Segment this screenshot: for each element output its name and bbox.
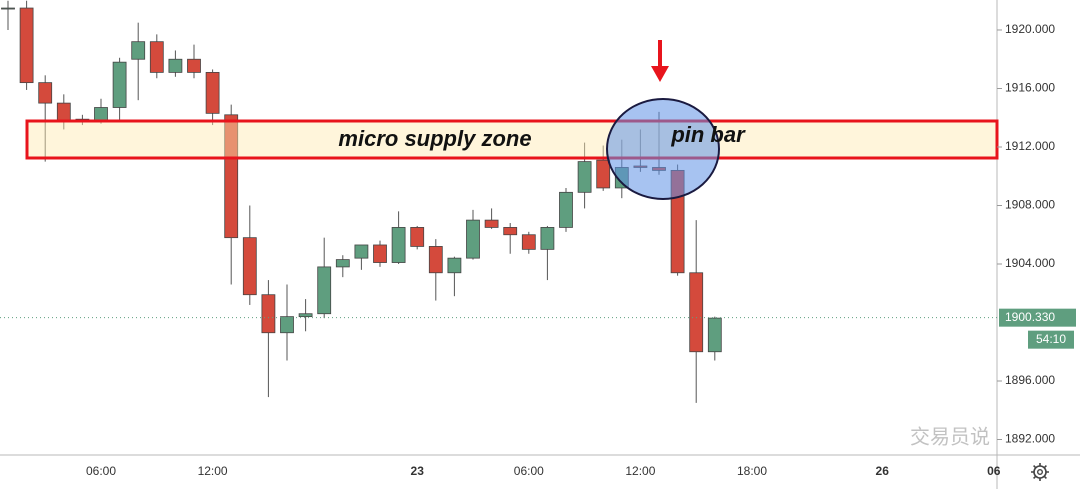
candle-body [94, 107, 108, 122]
watermark: 交易员说 [910, 425, 990, 448]
candle-body [540, 227, 555, 250]
candle-body [224, 114, 239, 239]
x-tick-label: 18:00 [737, 464, 767, 478]
x-tick-label: 06 [987, 464, 1001, 478]
candle-body [577, 161, 592, 193]
candle-body [205, 71, 220, 114]
y-tick-label: 1904.000 [1005, 256, 1055, 270]
candle-body [298, 313, 313, 318]
candle-body [112, 61, 127, 108]
candles [1, 0, 722, 403]
candle-body [428, 246, 443, 274]
candle-body [373, 244, 387, 263]
candle-body [149, 41, 164, 73]
settings-icon[interactable] [1031, 463, 1049, 481]
candle-body [38, 82, 53, 104]
candle-body [466, 219, 480, 259]
x-tick-label: 12:00 [625, 464, 655, 478]
candle-body [280, 316, 294, 334]
x-tick-label: 23 [411, 464, 425, 478]
candle-body [521, 234, 536, 250]
y-tick-label: 1912.000 [1005, 139, 1055, 153]
candle-body [261, 294, 276, 334]
x-tick-label: 12:00 [198, 464, 228, 478]
x-tick-label: 06:00 [514, 464, 544, 478]
last-price-box [999, 308, 1076, 327]
y-tick-label: 1916.000 [1005, 81, 1055, 95]
pin-bar-circle [606, 98, 720, 200]
candle-body [354, 244, 369, 259]
y-tick-label: 1920.000 [1005, 22, 1055, 36]
candle-body [335, 259, 350, 268]
arrow [651, 40, 669, 82]
candle-body [19, 7, 34, 84]
candle-body [1, 7, 15, 10]
candle-body [559, 191, 573, 228]
candle-body [56, 102, 71, 122]
y-tick-label: 1892.000 [1005, 432, 1055, 446]
candle-body [596, 159, 611, 189]
candle-body [131, 41, 146, 60]
candle-body [168, 58, 183, 73]
candle-body [503, 227, 518, 236]
candle-body [317, 266, 332, 315]
candle-body [187, 58, 201, 73]
candle-body [391, 227, 406, 263]
candle-body [689, 272, 704, 353]
zone-label: micro supply zone [338, 126, 531, 151]
supply-zone [25, 119, 999, 160]
y-tick-label: 1908.000 [1005, 198, 1055, 212]
countdown-box [1028, 330, 1074, 349]
candle-body [707, 317, 722, 353]
candle-body [410, 227, 425, 247]
x-tick-label: 26 [876, 464, 890, 478]
last-price-label: 1900.330 [1005, 310, 1055, 324]
x-tick-label: 06:00 [86, 464, 116, 478]
candle-body [447, 257, 462, 274]
pin-bar-label: pin bar [670, 122, 746, 147]
y-tick-label: 1896.000 [1005, 373, 1055, 387]
candle-body [484, 219, 499, 228]
candle-body [242, 237, 257, 296]
countdown-label: 54:10 [1036, 332, 1066, 346]
